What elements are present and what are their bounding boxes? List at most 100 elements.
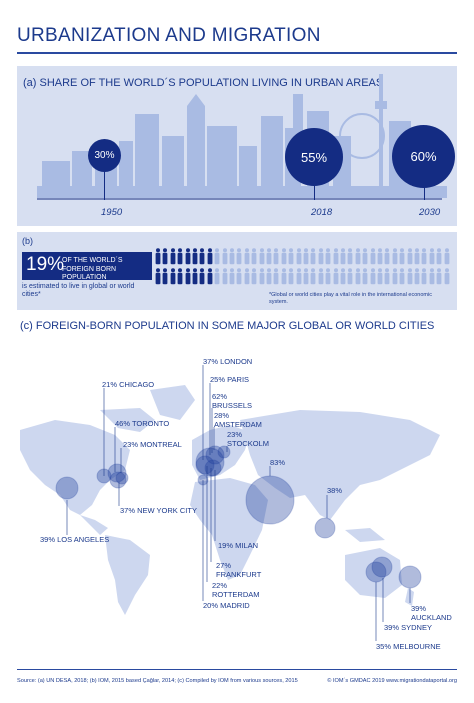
- person-icon: [325, 248, 331, 265]
- person-icon: [325, 268, 331, 285]
- label-paris: 25% PARIS: [210, 375, 250, 384]
- person-icon: [281, 248, 287, 265]
- person-icon: [340, 268, 346, 285]
- person-icon: [192, 268, 198, 285]
- person-icon: [444, 268, 449, 285]
- person-icon: [170, 268, 176, 285]
- person-icon: [177, 248, 183, 265]
- person-icon: [185, 248, 190, 265]
- label-toronto: 46% TORONTO: [115, 419, 170, 428]
- section-b-footnote: *Global or world cities play a vital rol…: [269, 292, 432, 305]
- label-melbourne: 35% MELBOURNE: [376, 642, 441, 651]
- label-madrid: 20% MADRID: [203, 601, 250, 610]
- person-icon: [333, 268, 338, 285]
- person-icon: [340, 248, 346, 265]
- stem-2018: [314, 184, 315, 200]
- person-icon: [222, 248, 227, 265]
- section-a-panel: (a) SHARE OF THE WORLD´S POPULATION LIVI…: [17, 66, 457, 226]
- section-a-label: (a) SHARE OF THE WORLD´S POPULATION LIVI…: [23, 77, 384, 89]
- bubble-2030-value: 60%: [410, 149, 437, 164]
- bubble-1950: 30%: [88, 139, 121, 172]
- title-divider: [17, 52, 457, 54]
- person-icon: [377, 248, 383, 265]
- label-london: 37% LONDON: [203, 357, 253, 366]
- person-icon: [384, 268, 390, 285]
- label-amsterdam: 28% AMSTERDAM: [214, 411, 262, 429]
- person-icon: [177, 268, 183, 285]
- stat-box-19: 19% OF THE WORLD´S FOREIGN BORN POPULATI…: [22, 252, 152, 281]
- person-icon: [266, 248, 272, 265]
- label-83: 83%: [270, 458, 286, 467]
- city-skyline-illustration: [37, 74, 447, 200]
- person-icon: [436, 268, 442, 285]
- person-icon: [199, 248, 205, 265]
- label-los-angeles: 39% LOS ANGELES: [40, 535, 110, 544]
- person-icon: [162, 268, 168, 285]
- label-new-york: 37% NEW YORK CITY: [120, 506, 197, 515]
- bubble-2030: 60%: [392, 125, 455, 188]
- person-icon: [155, 248, 161, 265]
- bubble-2018-value: 55%: [300, 149, 328, 165]
- year-2018: 2018: [311, 207, 333, 218]
- person-icon: [399, 248, 405, 265]
- person-icon: [377, 268, 383, 285]
- person-icon: [185, 268, 190, 285]
- person-icon: [273, 248, 279, 265]
- page-title: URBANIZATION AND MIGRATION: [17, 25, 321, 46]
- person-icon: [318, 248, 324, 265]
- person-icon: [288, 268, 294, 285]
- person-icon: [244, 268, 250, 285]
- person-icon: [310, 248, 316, 265]
- year-1950: 1950: [101, 207, 123, 218]
- section-b-label: (b): [22, 236, 33, 246]
- stem-2030: [424, 186, 425, 200]
- person-icon: [303, 248, 309, 265]
- label-stockolm: 23% STOCKOLM: [227, 430, 269, 448]
- person-icon: [310, 268, 316, 285]
- person-icon: [318, 268, 324, 285]
- person-icon: [244, 248, 250, 265]
- label-sydney: 39% SYDNEY: [384, 623, 432, 632]
- person-icon: [251, 248, 257, 265]
- people-grid: [155, 248, 455, 288]
- person-icon: [236, 268, 242, 285]
- section-c-label: (c) FOREIGN-BORN POPULATION IN SOME MAJO…: [20, 320, 435, 332]
- label-milan: 19% MILAN: [218, 541, 259, 550]
- label-rotterdam: 22% ROTTERDAM: [212, 581, 260, 599]
- source-text: Source: (a) UN DESA, 2018; (b) IOM, 2015…: [17, 678, 298, 684]
- person-icon: [251, 268, 257, 285]
- person-icon: [222, 268, 227, 285]
- person-icon: [429, 268, 435, 285]
- person-icon: [399, 268, 405, 285]
- person-icon: [229, 248, 235, 265]
- label-frankfurt: 27% FRANKFURT: [216, 561, 262, 579]
- person-icon: [333, 248, 338, 265]
- person-icon: [384, 248, 390, 265]
- person-icon: [207, 248, 213, 265]
- person-icon: [347, 268, 353, 285]
- person-icon: [362, 248, 368, 265]
- stem-1950: [104, 170, 105, 200]
- footer-divider: [17, 669, 457, 670]
- stat-box-text-2: FOREIGN BORN POPULATION: [62, 266, 117, 281]
- person-icon: [259, 248, 264, 265]
- person-icon: [347, 248, 353, 265]
- person-icon: [362, 268, 368, 285]
- label-38: 38%: [327, 486, 343, 495]
- label-brussels: 62% BRUSSELS: [212, 392, 253, 410]
- person-icon: [155, 268, 161, 285]
- person-icon: [199, 268, 205, 285]
- person-icon: [429, 248, 435, 265]
- person-icon: [236, 248, 242, 265]
- person-icon: [229, 268, 235, 285]
- person-icon: [407, 248, 412, 265]
- person-icon: [355, 268, 361, 285]
- person-icon: [392, 248, 398, 265]
- section-b-panel: (b) is estimated to live in global or wo…: [17, 232, 457, 310]
- person-icon: [296, 248, 301, 265]
- person-icon: [296, 268, 301, 285]
- person-icon: [414, 248, 420, 265]
- person-icon: [192, 248, 198, 265]
- person-icon: [436, 248, 442, 265]
- person-icon: [207, 268, 213, 285]
